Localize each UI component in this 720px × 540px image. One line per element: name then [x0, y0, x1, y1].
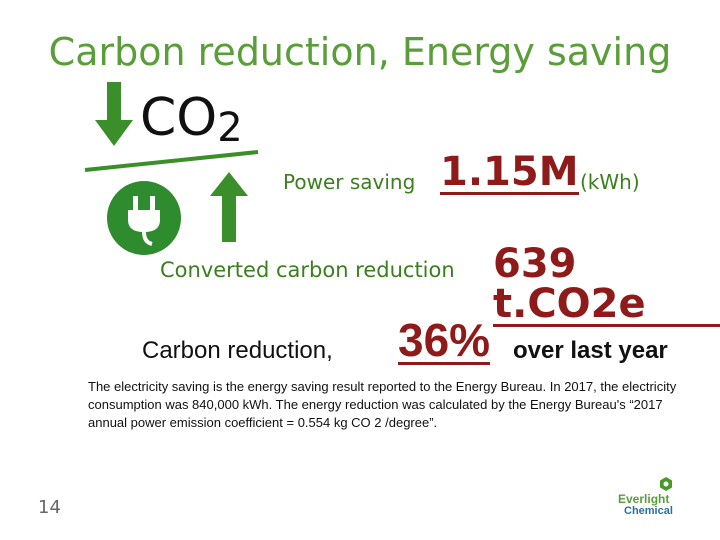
- carbon-reduction-label: Converted carbon reduction: [160, 258, 455, 282]
- yoy-reduction-suffix: over last year: [513, 337, 668, 364]
- divider-line: [84, 150, 259, 172]
- power-saving-value: 1.15M: [440, 149, 579, 195]
- hexagon-logo-icon: [660, 477, 672, 491]
- page-number: 14: [38, 497, 61, 518]
- down-arrow-icon: [95, 82, 133, 146]
- co2-symbol: CO: [140, 88, 218, 148]
- power-saving-label: Power saving: [283, 170, 416, 194]
- logo-line2: Chemical: [624, 505, 673, 517]
- co2-label: CO2: [140, 88, 243, 151]
- logo-line1: Everlight: [618, 492, 670, 506]
- yoy-reduction-value: 36%: [398, 314, 491, 366]
- yoy-reduction-label: Carbon reduction,: [142, 337, 333, 364]
- co2-subscript: 2: [217, 105, 243, 151]
- footnote-text: The electricity saving is the energy sav…: [88, 379, 677, 430]
- plug-icon: [107, 181, 181, 255]
- up-arrow-icon: [210, 172, 248, 242]
- power-saving-unit: (kWh): [580, 170, 640, 194]
- company-logo: Everlight Chemical: [606, 476, 696, 520]
- carbon-reduction-value: 639 t.CO2e: [493, 244, 720, 327]
- slide-title: Carbon reduction, Energy saving: [48, 30, 672, 74]
